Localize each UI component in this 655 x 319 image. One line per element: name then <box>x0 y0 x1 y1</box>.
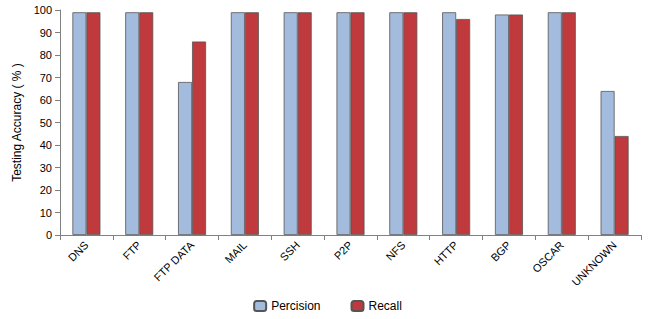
svg-text:Testing Accuracy ( % ): Testing Accuracy ( % ) <box>10 63 24 182</box>
svg-text:30: 30 <box>40 162 52 174</box>
svg-text:BGP: BGP <box>488 239 513 264</box>
svg-text:20: 20 <box>40 184 52 196</box>
svg-text:DNS: DNS <box>66 239 91 264</box>
svg-text:OSCAR: OSCAR <box>530 239 566 275</box>
svg-text:NFS: NFS <box>384 239 408 263</box>
svg-text:P2P: P2P <box>332 239 355 262</box>
svg-text:50: 50 <box>40 117 52 129</box>
svg-text:FTP DATA: FTP DATA <box>152 238 197 283</box>
svg-text:UNKNOWN: UNKNOWN <box>569 239 619 289</box>
svg-text:100: 100 <box>34 4 52 16</box>
svg-text:80: 80 <box>40 49 52 61</box>
svg-text:FTP: FTP <box>120 239 143 262</box>
svg-text:HTTP: HTTP <box>432 239 461 268</box>
svg-text:10: 10 <box>40 207 52 219</box>
svg-text:40: 40 <box>40 139 52 151</box>
svg-text:MAIL: MAIL <box>222 239 249 266</box>
svg-text:0: 0 <box>46 229 52 241</box>
svg-text:90: 90 <box>40 27 52 39</box>
svg-text:SSH: SSH <box>277 239 302 264</box>
svg-text:Recall: Recall <box>369 299 402 313</box>
svg-text:60: 60 <box>40 94 52 106</box>
svg-text:70: 70 <box>40 72 52 84</box>
svg-text:Percision: Percision <box>271 299 320 313</box>
